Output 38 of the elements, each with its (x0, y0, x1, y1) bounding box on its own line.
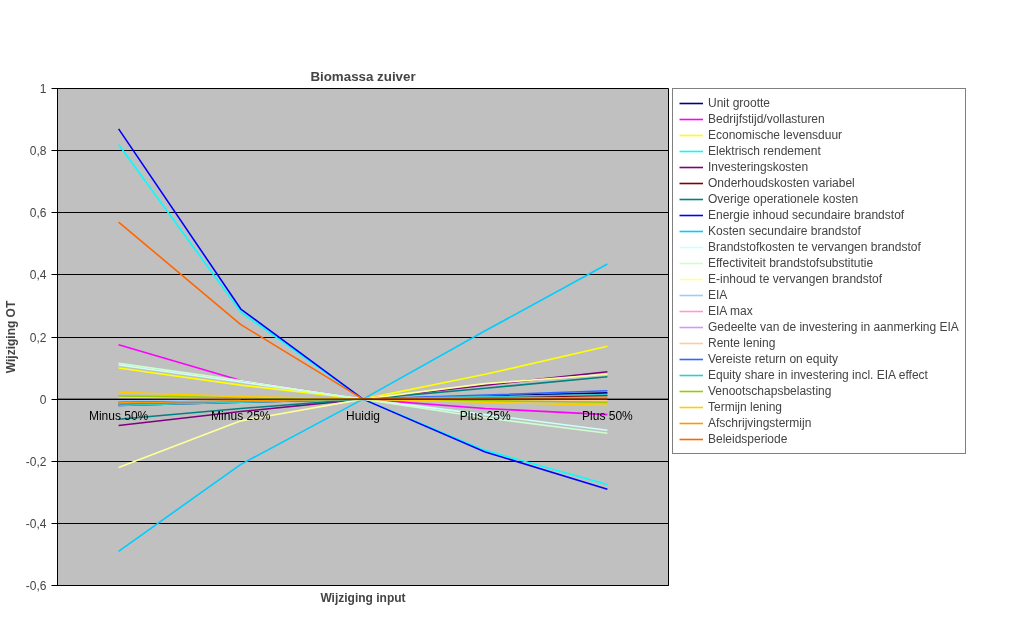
line-series (117, 345, 609, 400)
legend-label: Onderhoudskosten variabel (708, 175, 855, 191)
legend-label: Energie inhoud secundaire brandstof (708, 207, 905, 223)
legend-label: EIA (708, 287, 728, 303)
y-tick-label: 0 (39, 392, 47, 407)
legend-label: Investeringskosten (708, 159, 809, 175)
legend-label: E-inhoud te vervangen brandstof (708, 271, 883, 287)
legend-label: Unit grootte (708, 95, 771, 111)
legend-label: Equity share in investering incl. EIA effect (708, 367, 928, 383)
x-tick-label: Plus 25% (459, 409, 511, 424)
y-tick-label: 0,8 (29, 144, 47, 159)
legend-label: Afschrijvingstermijn (708, 415, 812, 431)
y-tick-label: 0,4 (29, 268, 47, 283)
legend-label: Beleidsperiode (708, 431, 788, 447)
x-tick-label: Minus 25% (211, 409, 271, 424)
legend-label: Brandstofkosten te vervangen brandstof (708, 239, 921, 255)
legend-label: Overige operationele kosten (708, 191, 859, 207)
legend-label: Venootschapsbelasting (708, 383, 832, 399)
legend-label: Rente lening (708, 335, 776, 351)
legend-label: Kosten secundaire brandstof (708, 223, 861, 239)
legend-label: Termijn lening (708, 399, 783, 415)
legend-label: Gedeelte van de investering in aanmerking EIA (708, 319, 959, 335)
legend-label: EIA max (708, 303, 753, 319)
x-axis-title: Wijziging input (320, 590, 406, 605)
y-tick-label: -0,6 (25, 579, 47, 593)
legend-label: Elektrisch rendement (708, 143, 821, 159)
y-tick-label: -0,2 (25, 454, 47, 469)
chart-title: Biomassa zuiver (310, 68, 416, 84)
legend-label: Vereiste return on equity (708, 351, 839, 367)
y-tick-label: 1 (39, 82, 47, 96)
y-tick-label: 0,2 (29, 330, 47, 345)
legend-label: Effectiviteit brandstofsubstitutie (708, 255, 874, 271)
legend-label: Bedrijfstijd/vollasturen (708, 111, 825, 127)
y-tick-label: 0,6 (29, 206, 47, 221)
x-tick-label: Huidig (345, 409, 381, 424)
y-axis-title: Wijziging OT (3, 300, 18, 374)
legend-label: Economische levensduur (708, 127, 843, 143)
y-tick-label: -0,4 (25, 516, 47, 531)
